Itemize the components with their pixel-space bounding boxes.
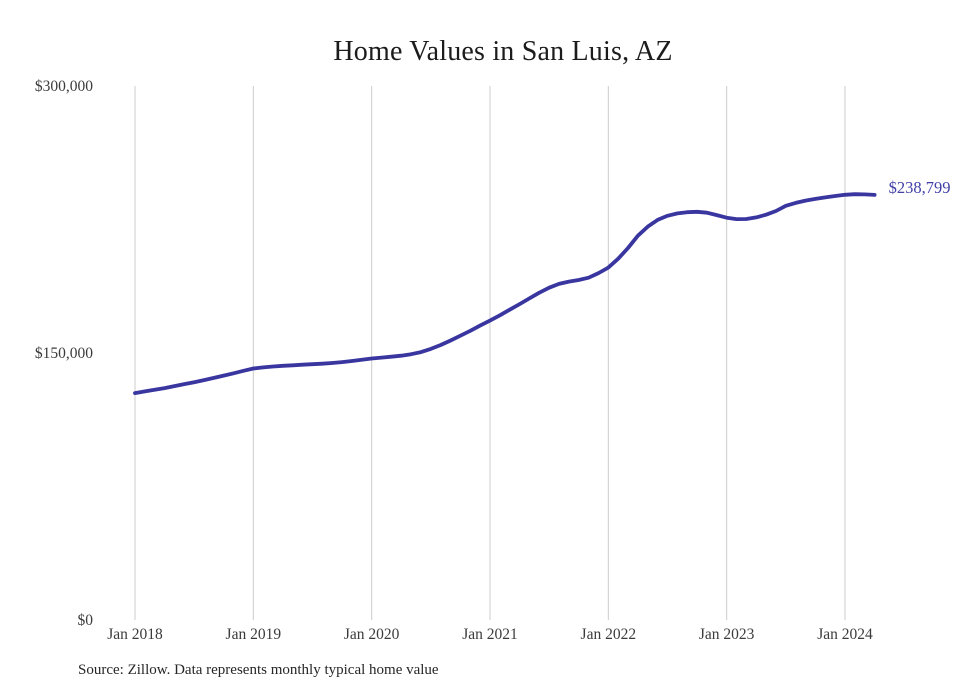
x-tick-label: Jan 2020 xyxy=(344,626,400,643)
x-tick-label: Jan 2023 xyxy=(699,626,755,643)
y-tick-label: $0 xyxy=(78,612,94,629)
end-value-label: $238,799 xyxy=(889,178,951,197)
source-note: Source: Zillow. Data represents monthly … xyxy=(78,662,439,678)
x-tick-label: Jan 2019 xyxy=(226,626,282,643)
x-tick-label: Jan 2022 xyxy=(581,626,637,643)
home-value-line xyxy=(133,192,877,395)
x-tick-label: Jan 2024 xyxy=(817,626,873,643)
chart-title: Home Values in San Luis, AZ xyxy=(333,36,673,67)
x-tick-label: Jan 2021 xyxy=(462,626,518,643)
x-tick-label: Jan 2018 xyxy=(107,626,163,643)
y-tick-label: $150,000 xyxy=(35,345,93,362)
y-tick-label: $300,000 xyxy=(35,78,93,95)
